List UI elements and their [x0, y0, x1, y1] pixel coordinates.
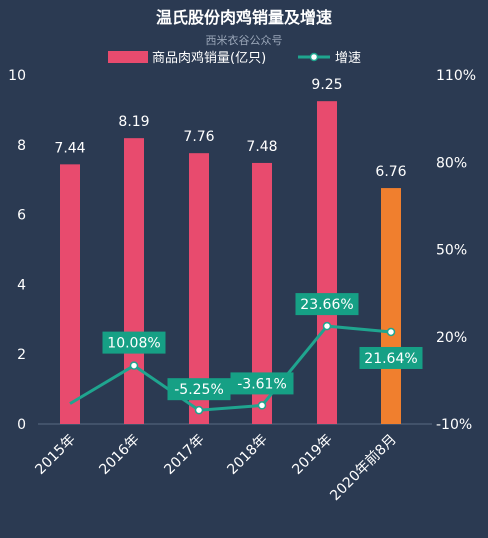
y-right-tick-label: 20% [436, 330, 467, 346]
y-right-tick-label: 110% [436, 68, 476, 84]
line-label-box [167, 378, 231, 401]
growth-line [69, 324, 392, 412]
bar [189, 153, 209, 424]
line-label-box [230, 372, 294, 395]
chart-title: 温氏股份肉鸡销量及增速 [155, 8, 332, 27]
y-left-tick-label: 0 [17, 417, 26, 433]
line-label-box [359, 346, 423, 369]
line-value-label: 10.08% [107, 336, 160, 352]
line-point-marker [386, 327, 396, 337]
y-left-tick-label: 4 [17, 277, 26, 293]
line-point-marker [194, 405, 204, 415]
bar [252, 162, 272, 424]
y-right-tick-label: 80% [436, 155, 467, 171]
legend-bar-label: 商品肉鸡销量(亿只) [152, 50, 266, 66]
y-left-tick-label: 6 [17, 208, 26, 224]
x-tick-label: 2016年 [96, 432, 142, 478]
line-label-box [102, 331, 166, 354]
line-label-box [295, 293, 359, 316]
bar-value-label: 7.76 [183, 129, 214, 145]
line-value-label: -3.61% [237, 376, 287, 392]
bar [124, 138, 144, 424]
bar-value-label: 8.19 [118, 114, 149, 130]
line-point-marker [322, 321, 332, 331]
y-right-tick-label: -10% [436, 417, 472, 433]
bar [381, 188, 401, 424]
y-left-tick-label: 2 [17, 347, 26, 363]
legend-line-marker [309, 52, 319, 62]
watermark-text: 西米衣谷公众号 [206, 33, 283, 47]
bar-value-label: 6.76 [375, 164, 406, 180]
x-tick-label: 2019年 [289, 432, 335, 478]
line-value-label: 21.64% [364, 351, 417, 367]
line-value-label: 23.66% [300, 297, 353, 313]
y-left-tick-label: 8 [17, 138, 26, 154]
line-point-marker [257, 401, 267, 410]
y-left-tick-label: 10 [8, 68, 26, 84]
bar [317, 101, 337, 425]
x-tick-label: 2018年 [224, 432, 270, 478]
bar-value-label: 7.44 [54, 140, 85, 156]
x-tick-label: 2020年前8月 [327, 431, 400, 504]
legend-line-label: 增速 [335, 51, 361, 66]
bar-value-label: 9.25 [311, 77, 342, 93]
x-tick-label: 2017年 [161, 432, 207, 478]
y-right-tick-label: 50% [436, 243, 467, 259]
bar [60, 164, 80, 424]
bar-value-label: 7.48 [246, 139, 277, 155]
line-value-label: -5.25% [174, 382, 224, 398]
x-tick-label: 2015年 [32, 432, 78, 478]
line-point-marker [129, 361, 139, 370]
legend-bar-swatch [108, 51, 148, 63]
